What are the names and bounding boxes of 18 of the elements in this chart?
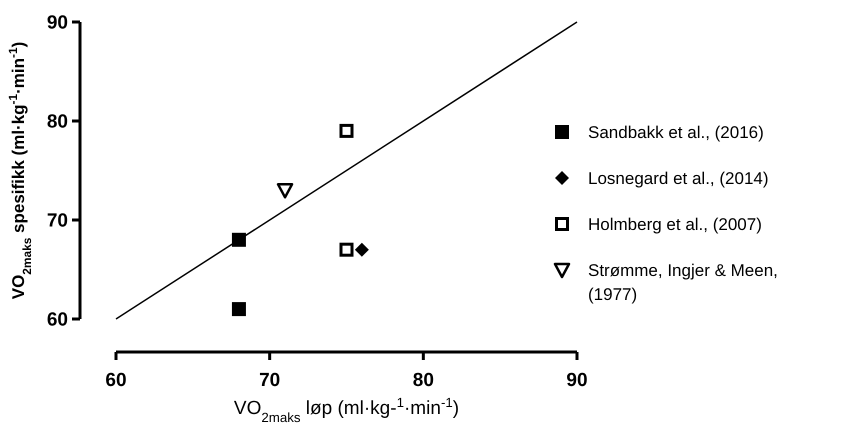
- legend-label: Holmberg et al., (2007): [588, 214, 762, 234]
- point: [232, 302, 246, 316]
- x-tick-label: 60: [105, 370, 127, 391]
- x-tick-label: 70: [259, 370, 280, 391]
- point: [276, 183, 294, 199]
- y-tick-label: 60: [46, 310, 68, 331]
- point: [354, 242, 369, 257]
- legend-label: Sandbakk et al., (2016): [588, 122, 764, 142]
- y-tick-label: 80: [46, 112, 68, 133]
- x-tick-label: 90: [566, 370, 588, 391]
- x-tick-label: 80: [412, 370, 434, 391]
- y-tick-label: 70: [46, 210, 68, 232]
- y-tick-label: 90: [46, 12, 68, 34]
- legend-label: Strømme, Ingjer & Meen, (1977): [588, 260, 778, 304]
- x-axis-title: VO$_{2maks}$ løp (ml·kg-$^{1}$·min$^{-1}$): [234, 394, 460, 423]
- legend-label: Losnegard et al., (2014): [588, 168, 769, 188]
- point: [340, 242, 354, 257]
- point: [340, 124, 354, 138]
